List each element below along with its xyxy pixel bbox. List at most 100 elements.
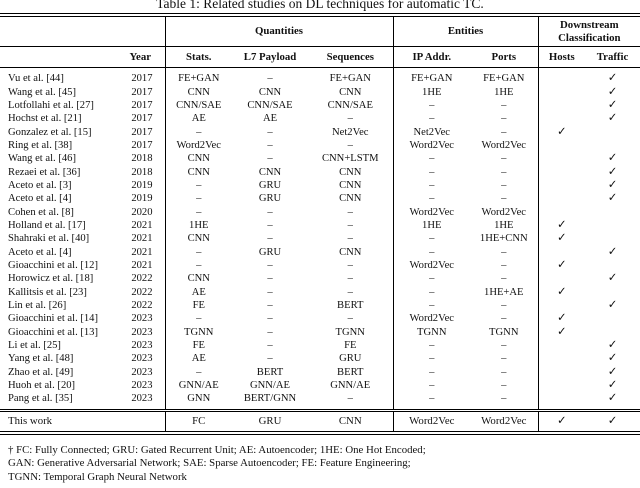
table-row: Aceto et al. [4] 2019 – GRU CNN – – ✓	[0, 192, 640, 206]
l7-payload-cell: –	[267, 286, 273, 298]
hosts-cell	[538, 85, 585, 98]
hosts-cell	[538, 165, 585, 178]
ports-cell: FE+GAN	[470, 72, 539, 86]
group-header-blank	[0, 13, 166, 47]
year-cell: 2022	[128, 298, 166, 313]
year-cell: 2023	[128, 325, 166, 339]
hosts-cell: ✓	[538, 326, 585, 339]
stats-cell: CNN	[187, 86, 210, 98]
checkmark-icon: ✓	[556, 218, 567, 231]
stats-cell: GNN/AE	[178, 380, 219, 392]
stats-cell: AE	[191, 286, 206, 298]
study-ref-cell: Hochst et al. [21]	[8, 113, 82, 125]
group-header-quantities: Quantities	[165, 13, 394, 47]
summary-row: This work FC GRU CNN Word2Vec Word2Vec ✓ ✓	[0, 408, 640, 435]
l7-payload-cell: CNN/SAE	[247, 99, 293, 111]
checkmark-icon: ✓	[607, 165, 618, 178]
l7-payload-cell: CNN	[258, 86, 282, 98]
ports-cell: –	[470, 258, 539, 273]
study-ref-cell: Wang et al. [45]	[8, 86, 76, 98]
ports-cell: Word2Vec	[470, 138, 539, 153]
table-row: Gonzalez et al. [15] 2017 – – Net2Vec Net2Vec…	[0, 125, 640, 139]
ports-cell: –	[470, 352, 539, 366]
ip-addr-cell: –	[429, 393, 435, 405]
stats-cell: –	[196, 313, 202, 325]
table-row: Gioacchini et al. [12] 2021 – – – Word2Vec – ✓	[0, 258, 640, 273]
ip-addr-cell: –	[429, 166, 435, 178]
spacer-cell	[470, 67, 539, 72]
stats-cell: –	[196, 193, 202, 205]
year-cell: 2021	[128, 232, 166, 246]
sequences-cell: –	[308, 218, 394, 233]
study-ref-cell: Horowicz et al. [18]	[8, 273, 94, 285]
l7-payload-cell: –	[267, 353, 273, 365]
table-row: Rezaei et al. [36] 2018 CNN CNN CNN – – ✓	[0, 165, 640, 179]
checkmark-icon: ✓	[607, 152, 618, 165]
checkmark-icon: ✓	[607, 299, 618, 312]
stats-cell: –	[196, 366, 202, 378]
study-ref-cell: Aceto et al. [4]	[8, 246, 72, 258]
spacer-row	[0, 67, 640, 72]
footnote-line-2: GAN: Generative Adversarial Network; SAE…	[8, 457, 411, 470]
sequences-cell: –	[308, 392, 394, 406]
hosts-cell: ✓	[538, 312, 585, 325]
sequences-cell: –	[308, 205, 394, 219]
checkmark-icon: ✓	[607, 112, 618, 125]
spacer-row	[0, 405, 640, 411]
year-cell: 2023	[128, 312, 166, 326]
hosts-cell: ✓	[538, 125, 585, 138]
ip-addr-cell: FE+GAN	[411, 73, 453, 85]
ip-addr-cell: Word2Vec	[393, 408, 471, 435]
ports-cell: –	[470, 112, 539, 126]
table-row: Gioacchini et al. [13] 2023 TGNN – TGNN TGNN T…	[0, 325, 640, 339]
table-footnotes: † FC: Fully Connected; GRU: Gated Recurr…	[8, 444, 640, 485]
traffic-cell: ✓	[585, 72, 640, 85]
l7-payload-cell: CNN	[258, 166, 282, 178]
checkmark-icon: ✓	[607, 339, 618, 352]
l7-payload-cell: GNN/AE	[249, 380, 291, 392]
sequences-cell: BERT	[308, 298, 394, 313]
traffic-cell	[585, 219, 640, 232]
traffic-cell: ✓	[585, 245, 640, 258]
stats-cell: FE	[192, 300, 205, 312]
ports-cell: TGNN	[470, 325, 539, 339]
year-cell	[128, 408, 166, 435]
year-cell: 2017	[128, 85, 166, 99]
ip-addr-cell: –	[429, 99, 435, 111]
table-row: Pang et al. [35] 2023 GNN BERT/GNN – – – ✓	[0, 392, 640, 406]
ports-cell: –	[470, 312, 539, 326]
checkmark-icon: ✓	[607, 379, 618, 392]
l7-payload-cell: –	[267, 73, 273, 85]
study-ref-cell: Yang et al. [48]	[8, 353, 74, 365]
stats-cell: –	[196, 179, 202, 191]
traffic-cell: ✓	[585, 392, 640, 405]
stats-cell: –	[196, 206, 202, 218]
year-cell: 2021	[128, 218, 166, 233]
spacer-cell	[470, 405, 539, 411]
table-row: Horowicz et al. [18] 2022 CNN – – – – ✓	[0, 272, 640, 286]
hosts-cell	[538, 139, 585, 152]
ip-addr-cell: –	[429, 380, 435, 392]
stats-cell: Word2Vec	[176, 139, 221, 151]
col-header-sequences: Sequences	[308, 46, 394, 68]
sequences-cell: CNN	[308, 165, 394, 179]
ports-cell: –	[470, 392, 539, 406]
year-cell: 2017	[128, 112, 166, 126]
table-row: Kallitsis et al. [23] 2022 AE – – – 1HE+AE ✓	[0, 285, 640, 299]
table-row: Huoh et al. [20] 2023 GNN/AE GNN/AE GNN/AE – –…	[0, 378, 640, 393]
ip-addr-cell: Word2Vec	[409, 206, 454, 218]
l7-payload-cell: –	[267, 259, 273, 271]
ip-addr-cell: 1HE	[422, 219, 442, 231]
checkmark-icon: ✓	[556, 285, 567, 298]
l7-payload-cell: –	[267, 273, 273, 285]
traffic-cell	[585, 259, 640, 272]
traffic-cell: ✓	[585, 339, 640, 352]
table-row: Ring et al. [38] 2017 Word2Vec – – Word2Vec Wo…	[0, 138, 640, 153]
hosts-cell	[538, 192, 585, 205]
stats-cell: CNN	[187, 153, 210, 165]
ports-cell: –	[470, 192, 539, 206]
year-cell: 2023	[128, 378, 166, 393]
traffic-cell	[585, 125, 640, 138]
study-ref-cell: Kallitsis et al. [23]	[8, 286, 87, 298]
l7-payload-cell: –	[267, 313, 273, 325]
